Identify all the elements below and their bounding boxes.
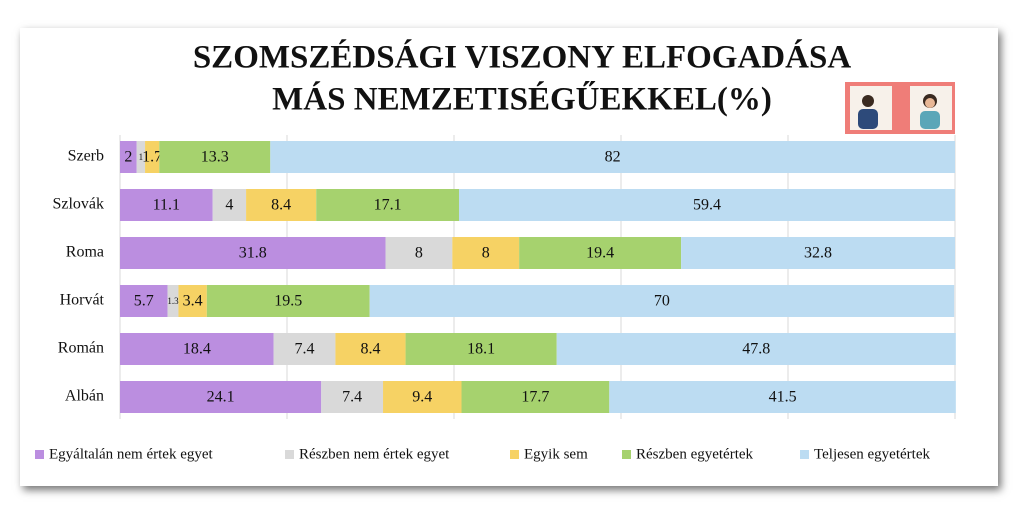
bar-segment [120,333,274,365]
bar-segment [383,381,462,413]
value-label: 8.4 [361,341,381,358]
chart-title: SZOMSZÉDSÁGI VISZONY ELFOGADÁSA [193,39,851,76]
legend-label: Egyáltalán nem értek egyet [49,446,214,462]
value-label: 18.1 [467,341,495,358]
value-label: 32.8 [804,245,832,262]
bar-segment [246,189,317,221]
bar-segment [273,333,336,365]
value-label: 47.8 [742,341,770,358]
value-label: 1 [139,152,144,162]
bar-segment [120,141,137,173]
value-label: 1.3 [167,296,179,306]
bar-segment [270,141,955,173]
bar-segment [681,237,955,269]
legend-swatch [622,450,631,459]
value-label: 19.5 [274,293,302,310]
value-label: 19.4 [586,245,614,262]
legend-swatch [510,450,519,459]
illustration [845,82,955,134]
value-label: 3.4 [183,293,203,310]
legend-swatch [800,450,809,459]
bar-segment [120,189,213,221]
bar-segment [212,189,247,221]
bar-segment [206,285,370,317]
bar-segment [519,237,682,269]
bar-segment [120,237,386,269]
value-label: 41.5 [769,389,797,406]
legend-swatch [285,450,294,459]
bar-segment [159,141,271,173]
value-label: 24.1 [207,389,235,406]
legend-label: Teljesen egyetértek [814,446,930,462]
value-label: 1.7 [142,149,162,166]
bar-segment [145,141,160,173]
bar-segment [120,381,322,413]
category-label: Szerb [68,148,104,165]
value-label: 11.1 [153,197,180,214]
bar-segment [405,333,557,365]
bar-segment [385,237,453,269]
bar-segment [459,189,955,221]
value-label: 70 [654,293,670,310]
bar-segment [556,333,956,365]
category-label: Szlovák [52,196,104,213]
legend-label: Egyik sem [524,446,588,462]
category-label: Albán [65,388,104,405]
bar-segment [461,381,610,413]
category-label: Horvát [60,292,105,309]
bar-segment [120,285,168,317]
bar-segment [167,285,179,317]
value-label: 4 [225,197,233,214]
category-label: Roma [66,244,104,261]
value-label: 8 [482,245,490,262]
value-label: 82 [605,149,621,166]
bar-segment [609,381,956,413]
bar-segment [316,189,460,221]
value-label: 17.1 [374,197,402,214]
value-label: 8 [415,245,423,262]
legend-label: Részben nem értek egyet [299,446,450,462]
legend-label: Részben egyetértek [636,446,754,462]
value-label: 5.7 [134,293,154,310]
value-label: 8.4 [271,197,291,214]
bar-segment [335,333,406,365]
legend-swatch [35,450,44,459]
bar-segment [136,141,146,173]
bar-segment [452,237,520,269]
category-label: Román [58,340,104,357]
chart-title: MÁS NEMZETISÉGŰEKKEL(%) [272,80,772,118]
bar-segment [321,381,384,413]
value-label: 13.3 [201,149,229,166]
value-label: 31.8 [239,245,267,262]
bar-segment [369,285,955,317]
value-label: 2 [124,149,132,166]
value-label: 9.4 [412,389,432,406]
value-label: 18.4 [183,341,211,358]
value-label: 7.4 [342,389,362,406]
bar-segment [178,285,207,317]
value-label: 17.7 [521,389,549,406]
value-label: 59.4 [693,197,721,214]
value-label: 7.4 [295,341,315,358]
